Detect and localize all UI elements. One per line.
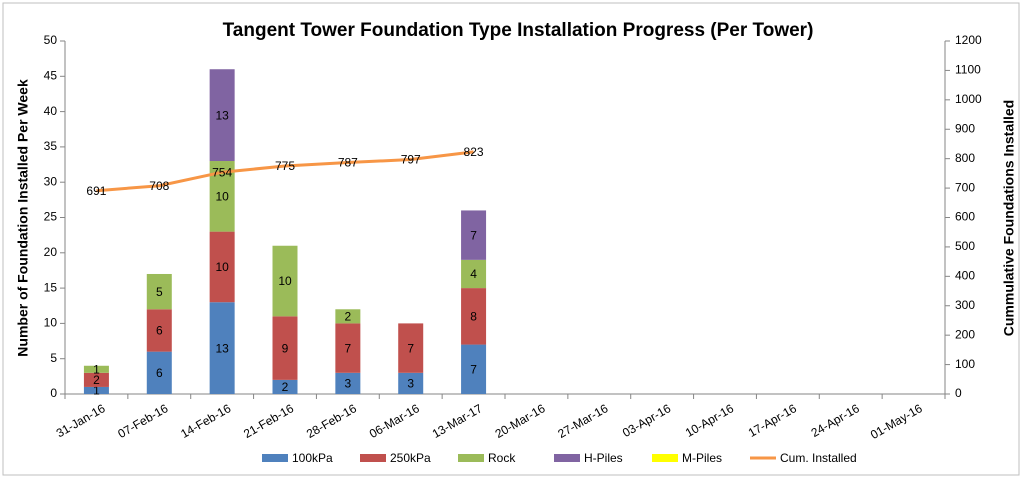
data-label: 7 — [407, 341, 414, 355]
line-label: 797 — [401, 153, 421, 167]
data-label: 10 — [215, 260, 229, 274]
y-tick-label: 15 — [44, 280, 58, 294]
y2-tick-label: 400 — [955, 269, 975, 283]
line-label: 754 — [212, 165, 232, 179]
y2-tick-label: 0 — [955, 386, 962, 400]
bar-segment — [209, 231, 235, 303]
chart-title: Tangent Tower Foundation Type Installati… — [223, 20, 814, 41]
legend-label: 250kPa — [390, 451, 431, 465]
data-label: 7 — [345, 341, 352, 355]
bar-segment — [146, 309, 172, 352]
bar-segment — [209, 69, 235, 162]
y2-tick-label: 1200 — [955, 33, 982, 47]
y2-tick-label: 100 — [955, 357, 975, 371]
legend-swatch — [554, 454, 580, 462]
y-tick-label: 10 — [44, 316, 58, 330]
bar-segment — [398, 372, 424, 394]
bar-segment — [272, 379, 298, 394]
data-label: 2 — [93, 373, 100, 387]
data-label: 13 — [215, 341, 229, 355]
bar-segment — [272, 245, 298, 317]
bar-segment — [461, 210, 487, 260]
y2-tick-label: 600 — [955, 210, 975, 224]
y-tick-label: 5 — [50, 351, 57, 365]
y-tick-label: 30 — [44, 174, 58, 188]
bar-segment — [83, 372, 109, 387]
bar-segment — [461, 344, 487, 394]
data-label: 13 — [215, 108, 229, 122]
bar-segment — [272, 316, 298, 380]
y-tick-label: 45 — [44, 68, 58, 82]
bar-segment — [335, 309, 361, 324]
y2-tick-label: 200 — [955, 327, 975, 341]
legend-label: Rock — [488, 451, 516, 465]
legend-swatch — [458, 454, 484, 462]
y-tick-label: 0 — [50, 386, 57, 400]
line-series — [96, 150, 474, 193]
data-label: 8 — [470, 310, 477, 324]
legend-swatch — [652, 454, 678, 462]
y-tick-label: 25 — [44, 210, 58, 224]
data-label: 10 — [278, 274, 292, 288]
legend-label: 100kPa — [292, 451, 333, 465]
line-label: 823 — [464, 145, 484, 159]
y2-axis-label: Cummulative Foundations Installed — [1001, 100, 1017, 336]
bar-segment — [335, 323, 361, 373]
y2-tick-label: 500 — [955, 239, 975, 253]
bar-segment — [146, 351, 172, 394]
data-label: 6 — [156, 324, 163, 338]
bar-segment — [461, 259, 487, 289]
y2-tick-label: 1000 — [955, 92, 982, 106]
bar-segment — [83, 365, 109, 373]
line-label: 775 — [275, 159, 295, 173]
y-tick-label: 40 — [44, 104, 58, 118]
bar-segment — [146, 273, 172, 310]
y-tick-label: 50 — [44, 33, 58, 47]
y2-tick-label: 700 — [955, 180, 975, 194]
line-label: 691 — [86, 184, 106, 198]
data-label: 4 — [470, 267, 477, 281]
legend-swatch — [262, 454, 288, 462]
data-label: 3 — [345, 377, 352, 391]
data-label: 6 — [156, 366, 163, 380]
bar-segment — [398, 323, 424, 373]
data-label: 2 — [345, 310, 352, 324]
legend-label: M-Piles — [682, 451, 722, 465]
legend-label: H-Piles — [584, 451, 623, 465]
data-label: 3 — [407, 377, 414, 391]
line-label: 787 — [338, 156, 358, 170]
data-label: 2 — [282, 380, 289, 394]
y2-tick-label: 900 — [955, 121, 975, 135]
legend-label: Cum. Installed — [780, 451, 857, 465]
data-label: 7 — [470, 228, 477, 242]
bar-segment — [335, 372, 361, 394]
y-axis-label: Number of Foundation Installed Per Week — [15, 79, 31, 357]
data-label: 5 — [156, 285, 163, 299]
line-label: 708 — [149, 179, 169, 193]
bar-segment — [209, 302, 235, 394]
data-label: 10 — [215, 189, 229, 203]
y2-tick-label: 800 — [955, 151, 975, 165]
legend-swatch — [360, 454, 386, 462]
bar-segment — [461, 288, 487, 345]
y-tick-label: 35 — [44, 139, 58, 153]
y2-tick-label: 300 — [955, 298, 975, 312]
data-label: 7 — [470, 362, 477, 376]
y2-tick-label: 1100 — [955, 63, 981, 77]
data-label: 1 — [93, 362, 100, 376]
data-label: 9 — [282, 341, 289, 355]
y-tick-label: 20 — [44, 245, 58, 259]
data-label: 1 — [93, 384, 100, 398]
bar-segment — [83, 386, 109, 394]
